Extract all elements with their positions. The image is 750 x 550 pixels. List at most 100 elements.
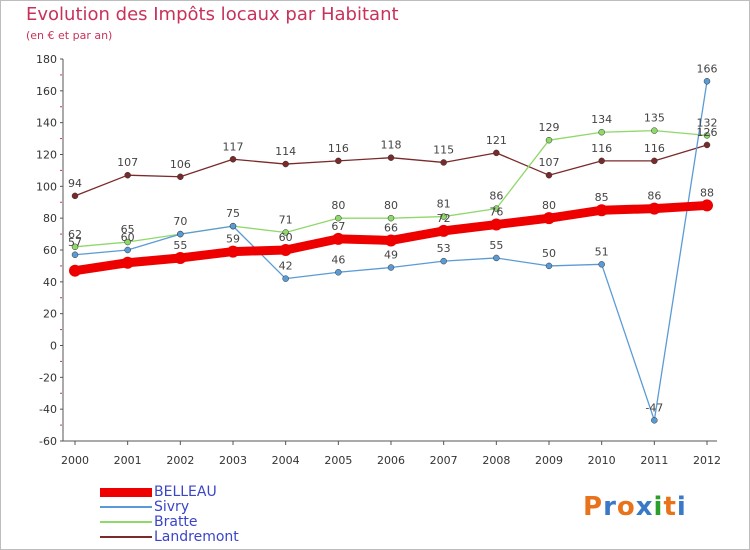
- data-label-bratte: 135: [644, 112, 665, 125]
- data-label-bratte: 75: [226, 207, 240, 220]
- legend-swatch: [100, 506, 152, 508]
- x-tick-label: 2000: [61, 454, 89, 467]
- data-label-belleau: 76: [489, 206, 503, 219]
- data-point-landremont: [440, 159, 447, 166]
- data-label-landremont: 121: [486, 134, 507, 147]
- data-label-bratte: 70: [173, 215, 187, 228]
- logo-letter: r: [603, 492, 617, 522]
- y-tick-label: 140: [36, 117, 57, 130]
- y-tick-label: -20: [39, 371, 57, 384]
- data-point-bratte: [651, 127, 658, 134]
- y-tick-label: 40: [43, 276, 57, 289]
- data-label-sivry: 57: [68, 236, 82, 249]
- logo-letter: P: [583, 492, 604, 522]
- data-point-landremont: [71, 192, 79, 200]
- y-tick-label: 100: [36, 180, 57, 193]
- data-label-sivry: 60: [121, 231, 135, 244]
- legend-swatch: [100, 521, 152, 523]
- data-point-landremont: [598, 157, 605, 165]
- data-point-belleau: [648, 202, 661, 215]
- data-label-landremont: 107: [117, 156, 138, 169]
- data-point-bratte: [440, 213, 447, 220]
- data-label-landremont: 107: [539, 156, 560, 169]
- data-label-sivry: 42: [279, 260, 293, 273]
- data-label-landremont: 116: [591, 142, 612, 155]
- data-point-sivry: [229, 222, 237, 230]
- y-tick-label: -60: [39, 435, 57, 448]
- data-point-bratte: [124, 238, 131, 246]
- x-tick-label: 2009: [535, 454, 563, 467]
- data-label-sivry: 55: [489, 239, 503, 252]
- data-label-bratte: 86: [489, 190, 503, 203]
- data-label-landremont: 126: [697, 126, 718, 139]
- data-point-landremont: [703, 141, 711, 149]
- data-label-bratte: 81: [437, 198, 451, 211]
- data-label-belleau: 55: [173, 239, 187, 252]
- data-point-sivry: [598, 261, 605, 268]
- data-point-bratte: [703, 132, 711, 139]
- data-point-landremont: [493, 149, 500, 157]
- data-label-sivry: -47: [645, 401, 663, 414]
- data-point-belleau: [279, 244, 292, 256]
- data-label-belleau: 67: [331, 220, 345, 233]
- data-label-bratte: 71: [279, 213, 293, 226]
- data-point-sivry: [124, 246, 131, 254]
- legend-label: BELLEAU: [154, 484, 217, 500]
- data-label-sivry: 46: [331, 253, 345, 266]
- data-point-landremont: [229, 156, 237, 163]
- data-point-belleau: [227, 245, 239, 258]
- data-point-belleau: [121, 256, 134, 269]
- data-label-bratte: 62: [68, 228, 82, 241]
- data-label-belleau: 80: [542, 199, 556, 212]
- x-tick-label: 2004: [272, 454, 300, 467]
- x-tick-label: 2007: [430, 454, 458, 467]
- data-label-sivry: 166: [697, 62, 718, 75]
- legend-swatch: [100, 536, 152, 538]
- data-point-sivry: [440, 257, 447, 265]
- data-label-sivry: 53: [437, 242, 451, 255]
- proxiti-logo: Proxiti: [583, 492, 687, 522]
- y-tick-label: 20: [43, 308, 57, 321]
- data-point-bratte: [545, 136, 553, 144]
- y-tick-label: 160: [36, 85, 57, 98]
- x-tick-label: 2003: [219, 454, 247, 467]
- x-tick-label: 2001: [114, 454, 142, 467]
- data-label-landremont: 114: [275, 145, 296, 158]
- data-point-sivry: [545, 262, 553, 270]
- data-label-landremont: 118: [381, 139, 402, 152]
- y-tick-label: 60: [43, 244, 57, 257]
- data-point-bratte: [598, 128, 605, 136]
- x-tick-label: 2002: [166, 454, 194, 467]
- y-tick-label: -40: [39, 403, 57, 416]
- data-point-sivry: [71, 251, 79, 259]
- y-tick-label: 0: [50, 340, 57, 353]
- data-point-landremont: [177, 173, 184, 181]
- data-point-landremont: [282, 160, 289, 168]
- data-label-landremont: 116: [328, 142, 349, 155]
- data-label-belleau: 60: [279, 231, 293, 244]
- x-tick-label: 2006: [377, 454, 405, 467]
- data-label-belleau: 72: [437, 212, 451, 225]
- data-point-belleau: [332, 232, 345, 245]
- data-point-belleau: [543, 212, 555, 225]
- data-point-sivry: [387, 264, 395, 271]
- data-label-belleau: 88: [700, 186, 714, 199]
- data-point-sivry: [335, 269, 342, 276]
- legend-label: Bratte: [154, 514, 198, 530]
- data-label-belleau: 59: [226, 233, 240, 246]
- legend-label: Sivry: [154, 499, 190, 515]
- data-point-belleau: [174, 251, 187, 264]
- data-label-belleau: 86: [647, 190, 661, 203]
- data-label-bratte: 134: [591, 113, 612, 126]
- data-point-belleau: [701, 199, 713, 212]
- data-label-sivry: 50: [542, 247, 556, 260]
- data-label-bratte: 80: [384, 199, 398, 212]
- data-label-landremont: 106: [170, 158, 191, 171]
- data-label-belleau: 66: [384, 221, 398, 234]
- data-label-bratte: 80: [331, 199, 345, 212]
- data-point-belleau: [69, 264, 81, 277]
- legend-label: Landremont: [154, 529, 239, 545]
- data-point-landremont: [124, 171, 131, 179]
- logo-letter: o: [616, 492, 636, 522]
